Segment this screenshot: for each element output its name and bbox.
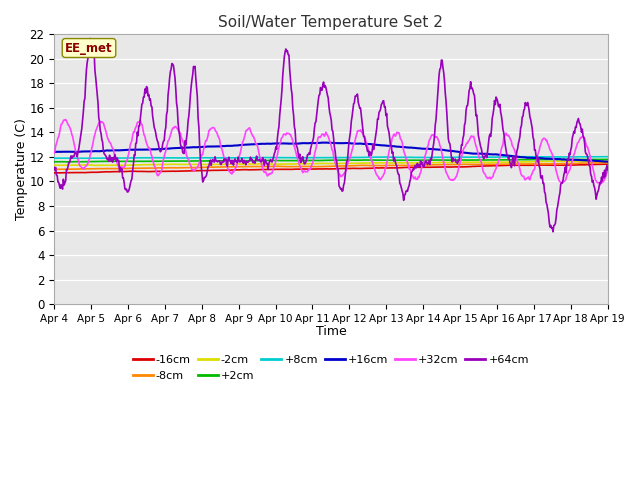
Title: Soil/Water Temperature Set 2: Soil/Water Temperature Set 2 [218,15,444,30]
Legend: -16cm, -8cm, -2cm, +2cm, +8cm, +16cm, +32cm, +64cm: -16cm, -8cm, -2cm, +2cm, +8cm, +16cm, +3… [128,351,534,385]
X-axis label: Time: Time [316,325,346,338]
Y-axis label: Temperature (C): Temperature (C) [15,118,28,220]
Text: EE_met: EE_met [65,41,113,55]
